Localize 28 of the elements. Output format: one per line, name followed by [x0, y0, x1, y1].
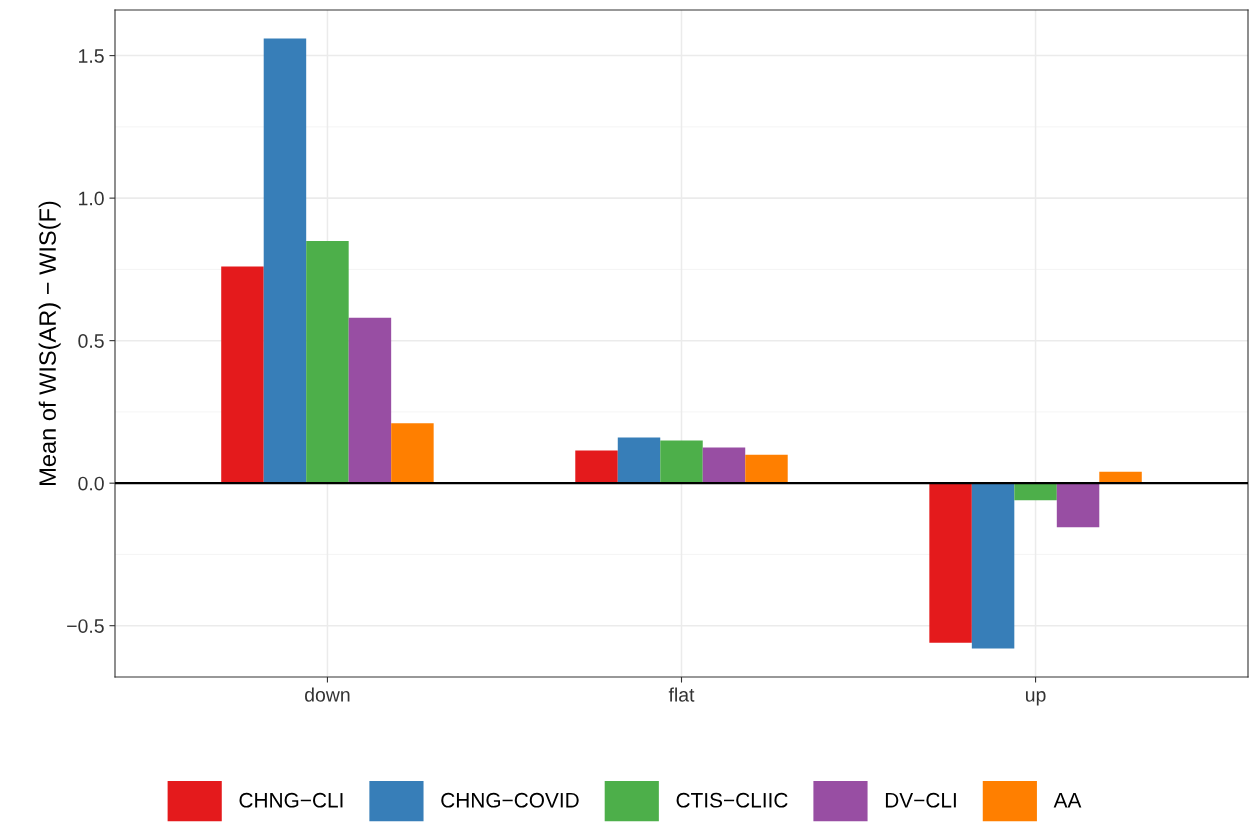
legend-label: DV−CLI	[885, 792, 956, 808]
legend-label: CHNG−CLI	[239, 792, 343, 808]
x-tick-label: down	[305, 687, 350, 702]
legend-label: AA	[1053, 793, 1082, 808]
bar	[575, 450, 618, 484]
bar	[660, 440, 703, 484]
legend-label: CHNG−COVID	[441, 792, 579, 808]
y-tick-label: 0.0	[78, 476, 104, 491]
bar	[971, 483, 1015, 649]
y-tick-label: 1.5	[79, 49, 104, 63]
y-tick-label: −0.5	[67, 619, 104, 633]
x-tick-label: up	[1026, 691, 1046, 706]
bar	[702, 447, 746, 484]
y-tick-label: 0.5	[78, 334, 104, 348]
y-tick-label: 1.0	[79, 191, 104, 206]
legend-label: CTIS−CLIIC	[676, 792, 788, 808]
bar	[306, 240, 349, 484]
bar	[929, 483, 972, 643]
x-tick-label: flat	[668, 687, 695, 702]
bar	[221, 266, 264, 484]
bar	[745, 454, 788, 484]
bar	[348, 317, 392, 484]
y-axis-title: Mean of WIS(AR) − WIS(F)	[38, 201, 61, 485]
bar	[617, 437, 661, 484]
bar	[391, 423, 434, 484]
bar	[263, 38, 307, 484]
bar	[1014, 483, 1057, 501]
bar	[1056, 483, 1100, 528]
